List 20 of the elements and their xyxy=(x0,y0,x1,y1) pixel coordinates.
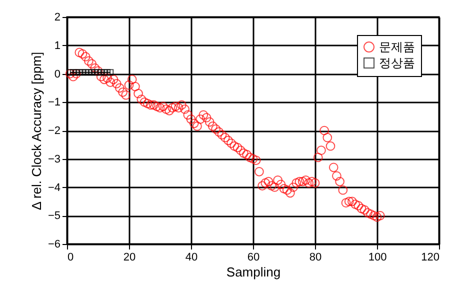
y-tick-label: −5 xyxy=(48,210,60,222)
x-tick-label: 20 xyxy=(123,252,136,264)
x-tick-label: 60 xyxy=(247,252,260,264)
x-axis-title: Sampling xyxy=(226,264,281,280)
y-tick-label: −6 xyxy=(48,238,60,250)
legend-label: 정상품 xyxy=(379,56,415,70)
y-tick-label: 0 xyxy=(54,68,60,80)
x-tick-label: 100 xyxy=(368,252,387,264)
y-tick-label: −4 xyxy=(48,182,60,194)
y-tick-label: 1 xyxy=(54,40,60,52)
x-tick-label: 120 xyxy=(421,252,440,264)
x-tick-label: 80 xyxy=(309,252,322,264)
x-tick-label: 40 xyxy=(185,252,198,264)
y-tick-label: 2 xyxy=(54,12,60,24)
y-tick-label: −1 xyxy=(48,96,60,109)
legend-label: 문제품 xyxy=(379,40,415,54)
y-axis-title: Δ rel. Clock Accuracy [ppm] xyxy=(28,52,44,210)
y-tick-label: −3 xyxy=(48,153,60,166)
x-tick-label: 0 xyxy=(68,252,74,264)
y-tick-label: −2 xyxy=(48,125,60,137)
